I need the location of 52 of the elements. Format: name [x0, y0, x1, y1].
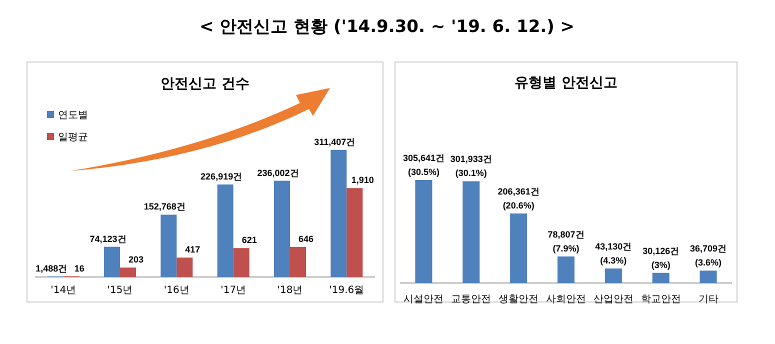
bar	[104, 246, 120, 277]
data-label: 16	[74, 263, 84, 274]
bar	[558, 256, 574, 283]
data-label: 78,807건 (7.9%)	[548, 229, 584, 254]
chart-title: 유형별 안전신고	[514, 75, 618, 91]
bar	[160, 214, 177, 277]
data-label: 621	[242, 235, 257, 246]
bar	[415, 180, 432, 283]
bar	[176, 258, 193, 277]
x-tick-label: 학교안전	[640, 294, 681, 305]
data-label: 30,126건 (3%)	[642, 246, 680, 270]
data-label: 36,709건 (3.6%)	[690, 244, 727, 268]
bar	[217, 184, 234, 277]
bar	[652, 272, 670, 283]
bar	[233, 248, 250, 277]
x-tick-label: '14년	[50, 285, 76, 296]
x-tick-label: 사회안전	[546, 294, 586, 305]
data-label: 226,919건	[200, 171, 242, 182]
x-tick-label: 기타	[698, 294, 718, 305]
chart-title: 안전신고 건수	[160, 76, 250, 92]
bar	[700, 270, 717, 283]
x-tick-label: '15년	[107, 285, 133, 296]
data-label: 311,407건	[314, 137, 356, 147]
legend-label: 일평균	[58, 132, 88, 143]
bar	[604, 268, 622, 283]
data-label: 43,130건 (4.3%)	[595, 241, 632, 266]
x-tick-label: 시설안전	[404, 294, 444, 305]
data-label: 74,123건	[90, 234, 126, 244]
data-label: 152,768건	[144, 202, 186, 212]
text: < 안전신고 현황 ('14.9.30. ~ '19. 6. 12.) >	[199, 17, 575, 37]
data-label: 301,933건 (30.1%)	[450, 154, 492, 178]
data-label: 646	[298, 234, 314, 244]
legend-label: 연도별	[58, 110, 88, 121]
data-label: 417	[185, 244, 200, 255]
x-tick-label: 산업안전	[593, 294, 634, 305]
bar	[120, 268, 136, 277]
x-tick-label: '16년	[164, 285, 190, 296]
x-tick-label: 교통안전	[451, 294, 492, 305]
x-tick-label: '18년	[277, 285, 303, 296]
bar	[290, 246, 306, 277]
data-label: 203	[128, 254, 144, 265]
bar	[274, 180, 290, 277]
data-label: 236,002건	[257, 168, 299, 178]
x-tick-label: '17년	[220, 285, 246, 296]
data-label: 206,361건 (20.6%)	[498, 186, 540, 210]
data-label: 305,641건 (30.5%)	[402, 153, 444, 177]
bar	[510, 213, 528, 283]
data-label: 1,910	[351, 175, 374, 186]
x-tick-label: 생활안전	[498, 294, 539, 305]
data-label: 1,488건	[36, 263, 68, 274]
x-tick-label: '19.6월	[329, 285, 364, 296]
bar	[462, 181, 480, 283]
